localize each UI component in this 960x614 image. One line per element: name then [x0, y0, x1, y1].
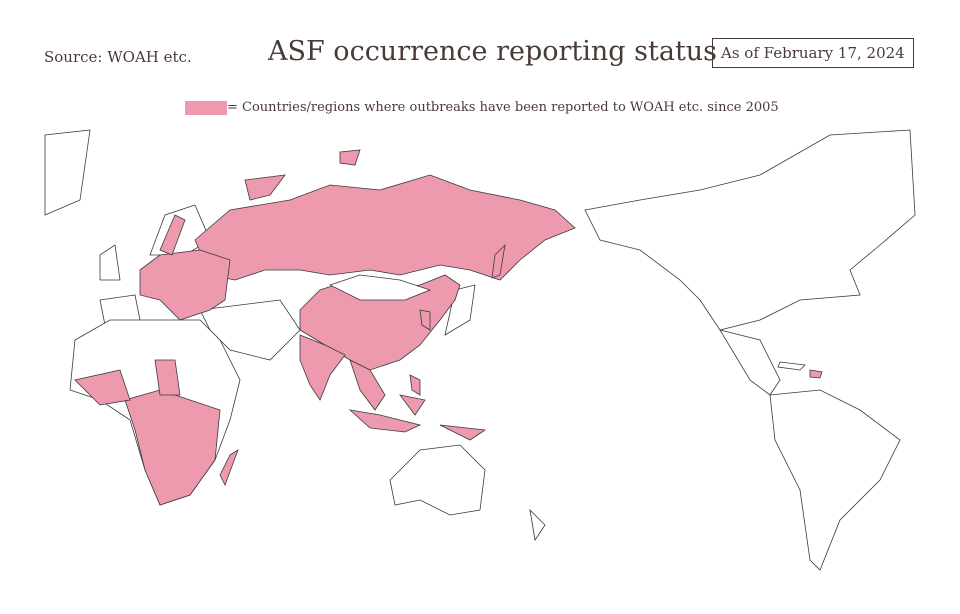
- affected-region: [409, 374, 421, 396]
- affected-region: [349, 359, 386, 411]
- landmass: [328, 274, 432, 301]
- legend-label: = Countries/regions where outbreaks have…: [227, 100, 779, 115]
- affected-region: [124, 389, 221, 506]
- affected-region: [194, 174, 576, 281]
- landmass: [389, 444, 486, 516]
- landmass: [777, 361, 806, 371]
- affected-region: [219, 449, 239, 487]
- affected-region: [809, 369, 823, 379]
- landmass: [769, 389, 901, 571]
- affected-region: [154, 359, 181, 396]
- affected-region: [419, 309, 431, 331]
- landmass: [44, 129, 91, 216]
- legend-swatch: [185, 100, 227, 115]
- title: ASF occurrence reporting status: [268, 36, 718, 67]
- affected-region: [74, 369, 131, 406]
- landmass: [719, 329, 781, 396]
- affected-region: [159, 214, 186, 256]
- affected-region: [244, 174, 286, 201]
- affected-region: [348, 409, 422, 433]
- affected-region: [491, 243, 506, 279]
- date-box: As of February 17, 2024: [712, 38, 914, 68]
- affected-region: [339, 149, 361, 166]
- landmass: [529, 508, 546, 542]
- affected-region: [299, 334, 346, 401]
- legend: = Countries/regions where outbreaks have…: [185, 100, 779, 115]
- affected-region: [439, 424, 487, 441]
- landmass: [444, 284, 476, 336]
- affected-region: [139, 249, 231, 321]
- landmass: [99, 244, 121, 281]
- affected-region: [399, 394, 426, 416]
- source-note: Source: WOAH etc.: [44, 48, 192, 66]
- landmass: [584, 129, 916, 331]
- affected-regions: [74, 149, 823, 506]
